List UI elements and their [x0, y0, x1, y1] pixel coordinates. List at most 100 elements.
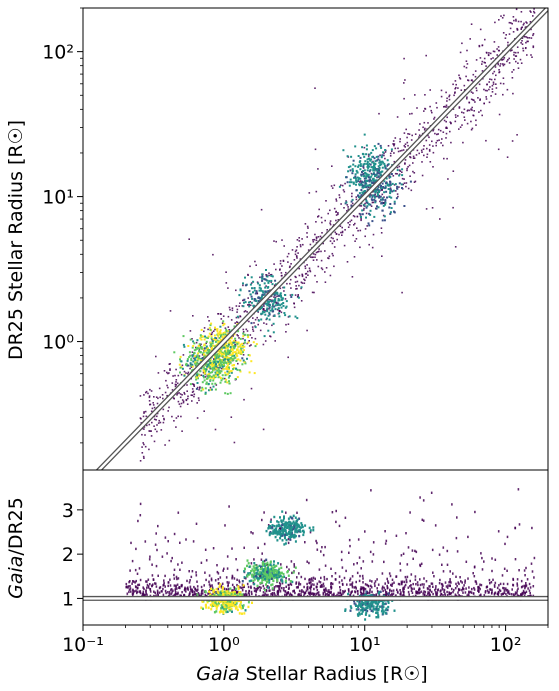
density-cell [369, 209, 372, 212]
density-cell [380, 232, 383, 234]
density-cell [238, 351, 241, 354]
density-cell [273, 296, 275, 298]
density-cell [216, 369, 219, 372]
density-cell [164, 585, 166, 588]
density-cell [212, 379, 215, 382]
density-cell [235, 367, 238, 370]
density-cell [269, 577, 271, 580]
density-cell [324, 281, 327, 283]
density-cell [436, 139, 439, 142]
density-cell [324, 545, 326, 549]
density-cell [214, 604, 217, 607]
density-cell [262, 307, 265, 310]
density-cell [353, 256, 356, 258]
density-cell [304, 223, 307, 225]
density-cell [205, 382, 208, 385]
density-cell [270, 279, 273, 282]
density-cell [383, 586, 385, 590]
density-cell [368, 162, 371, 165]
density-cell [470, 91, 473, 93]
density-cell [327, 590, 329, 594]
density-cell [207, 349, 210, 352]
density-cell [466, 594, 468, 597]
density-cell [232, 345, 235, 348]
density-cell [419, 123, 421, 125]
density-cell [179, 355, 182, 358]
density-cell [351, 168, 354, 171]
density-cell [203, 338, 206, 341]
density-cell [498, 584, 500, 587]
density-cell [169, 368, 171, 370]
density-cell [256, 316, 258, 319]
density-cell [154, 543, 157, 546]
density-cell [340, 184, 342, 186]
density-cell [422, 499, 425, 502]
density-cell [374, 580, 377, 583]
density-cell [285, 331, 287, 333]
density-cell [297, 294, 299, 296]
density-cell [270, 569, 273, 573]
density-cell [370, 489, 372, 492]
density-cell [316, 592, 319, 595]
density-cell [316, 259, 318, 261]
density-cell [146, 586, 148, 589]
density-cell [271, 305, 274, 308]
density-cell [277, 299, 280, 302]
density-cell [381, 170, 384, 173]
density-cell [424, 127, 426, 130]
density-cell [491, 557, 493, 560]
density-cell [277, 297, 280, 300]
density-cell [362, 209, 365, 211]
density-cell [414, 549, 416, 553]
density-cell [220, 607, 223, 610]
density-cell [281, 579, 284, 582]
density-cell [174, 587, 177, 590]
density-cell [384, 203, 387, 206]
density-cell [318, 250, 320, 253]
density-cell [481, 44, 484, 46]
density-cell [181, 364, 184, 367]
density-cell [350, 200, 353, 203]
density-cell [384, 201, 387, 204]
density-cell [377, 583, 380, 586]
density-cell [161, 394, 164, 396]
density-cell [221, 377, 224, 380]
density-cell [364, 583, 367, 586]
density-cell [517, 62, 519, 64]
density-cell [208, 364, 211, 367]
density-cell [149, 388, 151, 391]
density-cell [221, 600, 223, 603]
density-cell [175, 379, 178, 381]
density-cell [525, 584, 527, 587]
density-cell [317, 251, 319, 253]
density-cell [272, 570, 275, 573]
density-cell [433, 575, 435, 578]
density-cell [230, 371, 233, 374]
density-cell [205, 559, 208, 562]
density-cell [338, 575, 341, 578]
density-cell [464, 579, 466, 582]
density-cell [261, 293, 264, 296]
density-cell [263, 305, 265, 307]
density-cell [455, 594, 458, 598]
density-cell [455, 83, 457, 86]
density-cell [244, 592, 247, 596]
density-cell [531, 570, 534, 573]
density-cell [268, 581, 271, 584]
density-cell [220, 353, 223, 355]
density-cell [523, 594, 526, 597]
density-cell [429, 593, 431, 597]
density-cell [280, 311, 283, 314]
density-cell [251, 568, 254, 571]
density-cell [418, 134, 421, 136]
density-cell [261, 275, 264, 278]
density-cell [218, 582, 220, 585]
density-cell [381, 188, 383, 191]
density-cell [253, 589, 256, 593]
density-cell [441, 588, 444, 591]
density-cell [381, 198, 384, 201]
density-cell [289, 265, 291, 268]
density-cell [363, 169, 366, 172]
density-cell [380, 227, 383, 229]
